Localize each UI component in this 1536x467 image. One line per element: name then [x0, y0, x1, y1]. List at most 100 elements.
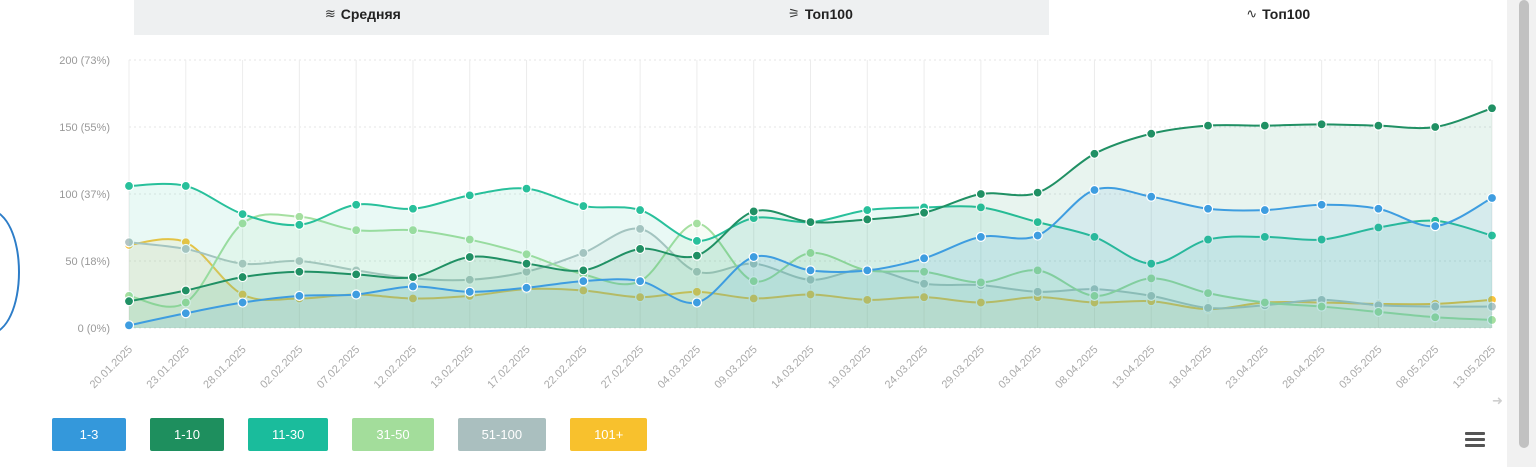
data-point-11-30	[635, 204, 646, 216]
vertical-scrollbar[interactable]	[1507, 0, 1536, 467]
data-point-31-50	[351, 225, 362, 236]
data-point-51-100	[918, 278, 930, 289]
y-tick-label: 200 (73%)	[59, 55, 110, 67]
data-point-51-100	[294, 255, 305, 267]
data-point-1-3	[237, 297, 248, 308]
data-point-101plus	[918, 292, 930, 303]
data-point-51-100	[1032, 286, 1043, 297]
data-point-11-30	[1089, 231, 1100, 242]
data-point-11-30	[1032, 217, 1043, 228]
series-area-1-10	[129, 108, 1492, 329]
data-point-31-50	[918, 266, 930, 277]
data-point-31-50	[1032, 265, 1043, 276]
x-tick-label: 12.02.2025	[372, 344, 419, 391]
data-point-11-30	[351, 199, 362, 210]
x-tick-label: 22.02.2025	[542, 344, 589, 391]
data-point-1-10	[1089, 148, 1100, 159]
x-tick-label: 29.03.2025	[940, 344, 987, 391]
tab-top100-layers-label: Топ100	[804, 6, 853, 22]
data-point-1-3	[180, 308, 191, 319]
data-point-11-30	[1202, 234, 1214, 245]
data-point-11-30	[1316, 234, 1327, 245]
x-tick-label: 28.01.2025	[201, 344, 248, 391]
legend-item-11-30[interactable]: 11-30	[248, 418, 329, 451]
data-point-11-30	[294, 219, 305, 230]
y-tick-label: 100 (37%)	[59, 189, 110, 201]
data-point-31-50	[691, 218, 703, 229]
data-point-1-10	[1373, 120, 1384, 131]
x-tick-label: 24.03.2025	[883, 344, 930, 391]
data-point-31-50	[1259, 297, 1270, 308]
data-point-31-50	[180, 297, 191, 308]
data-point-1-10	[521, 258, 532, 269]
data-point-11-30	[862, 204, 873, 216]
data-point-101plus	[635, 292, 646, 303]
data-point-31-50	[805, 247, 816, 259]
data-point-11-30	[1259, 231, 1270, 242]
data-point-1-10	[294, 266, 305, 277]
data-point-1-10	[862, 214, 873, 225]
x-tick-label: 20.01.2025	[88, 344, 135, 391]
data-point-1-10	[1316, 119, 1327, 130]
data-point-1-3	[748, 251, 759, 263]
data-point-101plus	[748, 293, 759, 304]
legend-item-31-50[interactable]: 31-50	[352, 418, 434, 451]
tab-top100-layers[interactable]: ⚞ Топ100	[591, 0, 1050, 35]
data-point-101plus	[862, 294, 873, 305]
data-point-1-10	[464, 251, 475, 263]
data-point-101plus	[805, 289, 816, 300]
tab-average[interactable]: ≋ Средняя	[134, 0, 592, 35]
x-tick-label: 08.04.2025	[1053, 344, 1100, 391]
data-point-1-3	[464, 286, 475, 297]
legend-item-51-100[interactable]: 51-100	[457, 418, 547, 451]
x-tick-label: 19.03.2025	[826, 344, 873, 391]
x-tick-label: 13.05.2025	[1451, 344, 1498, 391]
data-point-1-3	[407, 281, 419, 292]
data-point-1-10	[1430, 121, 1441, 133]
x-tick-label: 13.04.2025	[1110, 344, 1157, 391]
data-point-101plus	[975, 297, 986, 308]
x-tick-label: 07.02.2025	[315, 344, 362, 391]
data-point-31-50	[1089, 290, 1100, 301]
data-point-101plus	[407, 293, 419, 304]
legend-item-1-3[interactable]: 1-3	[52, 418, 126, 451]
data-point-1-3	[1146, 191, 1157, 202]
data-point-1-10	[635, 243, 646, 255]
data-point-1-3	[521, 282, 532, 293]
data-point-1-3	[1032, 230, 1043, 241]
data-point-31-50	[975, 277, 986, 288]
data-point-1-3	[1089, 184, 1100, 196]
data-point-51-100	[1202, 302, 1214, 313]
data-point-51-100	[237, 258, 248, 269]
scroll-right-arrow-icon[interactable]: ➜	[1492, 393, 1503, 408]
data-point-11-30	[521, 183, 532, 194]
data-point-1-3	[1259, 204, 1270, 216]
tab-average-label: Средняя	[340, 6, 401, 22]
legend-item-1-10[interactable]: 1-10	[150, 418, 225, 451]
data-point-1-10	[1032, 187, 1043, 198]
data-point-1-3	[1316, 199, 1327, 210]
data-point-1-3	[1373, 203, 1384, 214]
data-point-31-50	[1486, 314, 1498, 326]
legend-item-101plus[interactable]: 101+	[570, 418, 648, 451]
data-point-11-30	[1373, 222, 1384, 233]
data-point-1-10	[1259, 120, 1270, 131]
layers-icon: ⚞	[788, 6, 800, 21]
data-point-1-10	[1202, 120, 1214, 131]
data-point-1-3	[1430, 221, 1441, 232]
chart-legend: 1-3 1-10 11-30 31-50 51-100 101+	[52, 418, 648, 451]
data-point-11-30	[123, 180, 135, 192]
hamburger-menu-icon[interactable]	[1465, 432, 1485, 448]
scrollbar-thumb[interactable]	[1519, 0, 1529, 448]
data-point-31-50	[1202, 288, 1214, 299]
data-point-11-30	[578, 200, 589, 212]
data-point-1-10	[1146, 128, 1157, 139]
x-tick-label: 23.04.2025	[1224, 344, 1271, 391]
data-point-1-10	[578, 265, 589, 276]
tab-top100-chart[interactable]: ∿ Топ100	[1049, 0, 1508, 35]
x-tick-label: 02.02.2025	[258, 344, 305, 391]
data-point-51-100	[1486, 301, 1498, 312]
data-point-1-3	[635, 276, 646, 287]
series-line-31-50	[128, 213, 1493, 321]
data-point-1-3	[351, 289, 362, 300]
